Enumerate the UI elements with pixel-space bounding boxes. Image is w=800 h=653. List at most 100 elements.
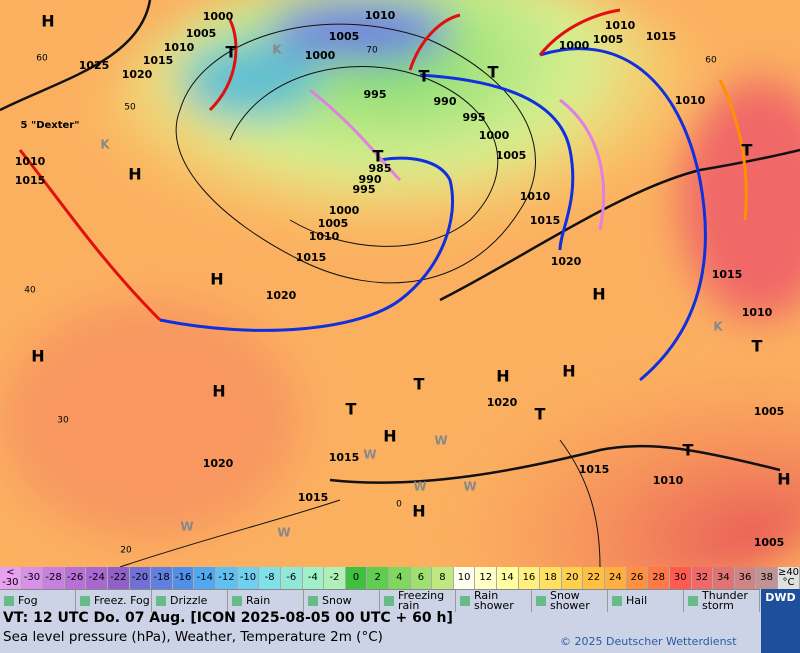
color-label: 38 [760, 572, 773, 583]
weather-mark: K [713, 320, 723, 334]
pressure-label: 1010 [605, 19, 636, 32]
pressure-center: H [31, 347, 44, 366]
color-label: 22 [587, 572, 601, 583]
grid-label: 40 [24, 286, 36, 296]
logo: DWD [761, 589, 800, 653]
color-cell: 26 [626, 567, 649, 589]
color-cell: -30 [21, 567, 44, 589]
pressure-label: 1005 [593, 33, 624, 46]
color-label: 16 [522, 572, 536, 583]
legend-item: Rain shower [456, 590, 532, 612]
color-cell: 22 [583, 567, 606, 589]
pressure-label: 1015 [143, 54, 174, 67]
color-label: 18 [544, 572, 557, 583]
color-label: 12 [479, 572, 493, 583]
pressure-label: 1010 [309, 230, 340, 243]
pressure-label: 990 [359, 173, 382, 186]
color-cell: -28 [43, 567, 65, 589]
color-cell: -22 [108, 567, 130, 589]
color-label: -12 [218, 572, 235, 583]
color-label: -16 [175, 572, 192, 583]
pressure-label: 1005 [496, 149, 527, 162]
color-cell: 38 [756, 567, 778, 589]
color-cell: 36 [734, 567, 757, 589]
color-label: 34 [717, 572, 730, 583]
pressure-label: 985 [369, 162, 392, 175]
color-label: 32 [695, 572, 709, 583]
pressure-center: H [128, 165, 141, 184]
pressure-center: H [383, 427, 396, 446]
color-cell: 0 [345, 567, 368, 589]
pressure-label: 1020 [122, 68, 153, 81]
color-label: -6 [286, 572, 297, 583]
color-label: -2 [329, 572, 340, 583]
pressure-label: 990 [434, 95, 457, 108]
weather-mark: W [434, 434, 447, 448]
legend-item: Rain [228, 590, 304, 612]
color-cell: 6 [410, 567, 433, 589]
color-cell: -6 [280, 567, 303, 589]
pressure-center: T [346, 400, 357, 419]
pressure-label: 1000 [559, 39, 590, 52]
pressure-label: 1015 [530, 214, 561, 227]
weather-mark: K [272, 43, 282, 57]
color-cell: 30 [669, 567, 692, 589]
pressure-label: 1015 [712, 268, 743, 281]
color-cell: 18 [540, 567, 562, 589]
pressure-label: 1015 [15, 174, 46, 187]
color-label: < [6, 567, 15, 578]
color-cell: 32 [691, 567, 714, 589]
pressure-center: T [414, 375, 425, 394]
weather-mark: W [463, 480, 476, 494]
color-cell: 10 [453, 567, 476, 589]
pressure-center: T [488, 63, 499, 82]
pressure-label: 1010 [164, 41, 195, 54]
pressure-label: 1000 [329, 204, 360, 217]
pressure-label: 1020 [551, 255, 582, 268]
pressure-label: 995 [463, 111, 486, 124]
grid-label: 60 [36, 54, 48, 64]
color-label: -8 [264, 572, 275, 583]
color-label: 24 [609, 572, 622, 583]
pressure-label: 1015 [329, 451, 360, 464]
temperature-field [0, 0, 800, 567]
color-cell: -20 [129, 567, 152, 589]
pressure-label: 1020 [487, 396, 518, 409]
color-label: -26 [66, 572, 84, 583]
pressure-center: H [41, 12, 54, 31]
pressure-center: T [373, 147, 384, 166]
color-label: -30 [23, 572, 41, 583]
color-cell: -26 [64, 567, 87, 589]
pressure-center: H [562, 362, 575, 381]
weather-mark: K [100, 138, 110, 152]
color-label: 10 [457, 572, 471, 583]
color-label: 36 [738, 572, 752, 583]
grid-label: 30 [57, 416, 69, 426]
color-label: 26 [630, 572, 644, 583]
color-cell: -4 [302, 567, 325, 589]
color-label: 0 [352, 572, 360, 583]
legend-item: Snow shower [532, 590, 608, 612]
color-cell: 20 [561, 567, 584, 589]
pressure-center: T [535, 405, 546, 424]
pressure-label: 1015 [646, 30, 677, 43]
isobars [0, 0, 800, 567]
color-label: -4 [307, 572, 318, 583]
weather-mark: W [413, 480, 426, 494]
grid-label: 50 [124, 103, 136, 113]
color-label: 28 [652, 572, 665, 583]
color-label: -24 [88, 572, 105, 583]
color-cell: 24 [605, 567, 627, 589]
color-cell: 34 [713, 567, 735, 589]
pressure-label: 1020 [266, 289, 297, 302]
color-cell: -24 [86, 567, 109, 589]
color-cell: -14 [194, 567, 217, 589]
pressure-label: 1010 [653, 474, 684, 487]
pressure-label: 1020 [203, 457, 234, 470]
color-cell: 8 [432, 567, 454, 589]
pressure-label: 1000 [479, 129, 510, 142]
weather-map: 1000100510101015102010251010100510009959… [0, 0, 800, 567]
pressure-center: H [412, 502, 425, 521]
pressure-label: 1010 [742, 306, 773, 319]
color-cell: -8 [259, 567, 281, 589]
